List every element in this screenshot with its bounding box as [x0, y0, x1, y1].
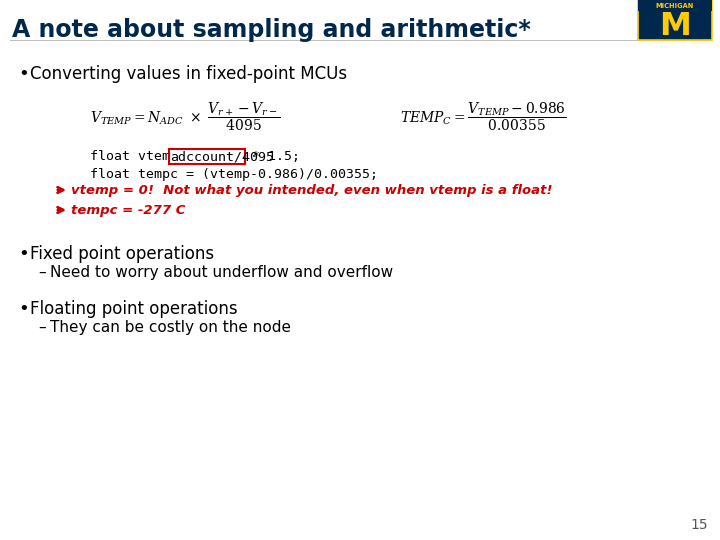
Bar: [638, 0, 712, 11]
Text: Converting values in fixed-point MCUs: Converting values in fixed-point MCUs: [30, 65, 347, 83]
Text: tempc = -277 C: tempc = -277 C: [71, 204, 186, 217]
Text: M: M: [659, 11, 691, 42]
Text: A note about sampling and arithmetic*: A note about sampling and arithmetic*: [12, 18, 531, 42]
Text: float tempc = (vtemp-0.986)/0.00355;: float tempc = (vtemp-0.986)/0.00355;: [90, 168, 378, 181]
Text: Fixed point operations: Fixed point operations: [30, 245, 214, 263]
Text: They can be costly on the node: They can be costly on the node: [50, 320, 291, 335]
Bar: [638, 0, 712, 40]
Text: * 1.5;: * 1.5;: [245, 150, 300, 163]
Text: •: •: [18, 65, 29, 83]
Text: –: –: [38, 320, 45, 335]
Bar: [169, 149, 246, 164]
Text: •: •: [18, 245, 29, 263]
Text: •: •: [18, 300, 29, 318]
Text: vtemp = 0!  Not what you intended, even when vtemp is a float!: vtemp = 0! Not what you intended, even w…: [71, 184, 552, 197]
Text: adccount/4095: adccount/4095: [170, 150, 274, 163]
Text: $V_{TEMP} = N_{ADC}\ \times\ \dfrac{V_{r+}-V_{r-}}{4095}$: $V_{TEMP} = N_{ADC}\ \times\ \dfrac{V_{r…: [90, 100, 281, 133]
Text: Floating point operations: Floating point operations: [30, 300, 238, 318]
Text: Need to worry about underflow and overflow: Need to worry about underflow and overfl…: [50, 265, 393, 280]
Text: –: –: [38, 265, 45, 280]
Text: 15: 15: [690, 518, 708, 532]
Text: MICHIGAN: MICHIGAN: [656, 3, 694, 9]
Text: $TEMP_C = \dfrac{V_{TEMP}-0.986}{0.00355}$: $TEMP_C = \dfrac{V_{TEMP}-0.986}{0.00355…: [400, 100, 567, 133]
Text: float vtemp =: float vtemp =: [90, 150, 202, 163]
